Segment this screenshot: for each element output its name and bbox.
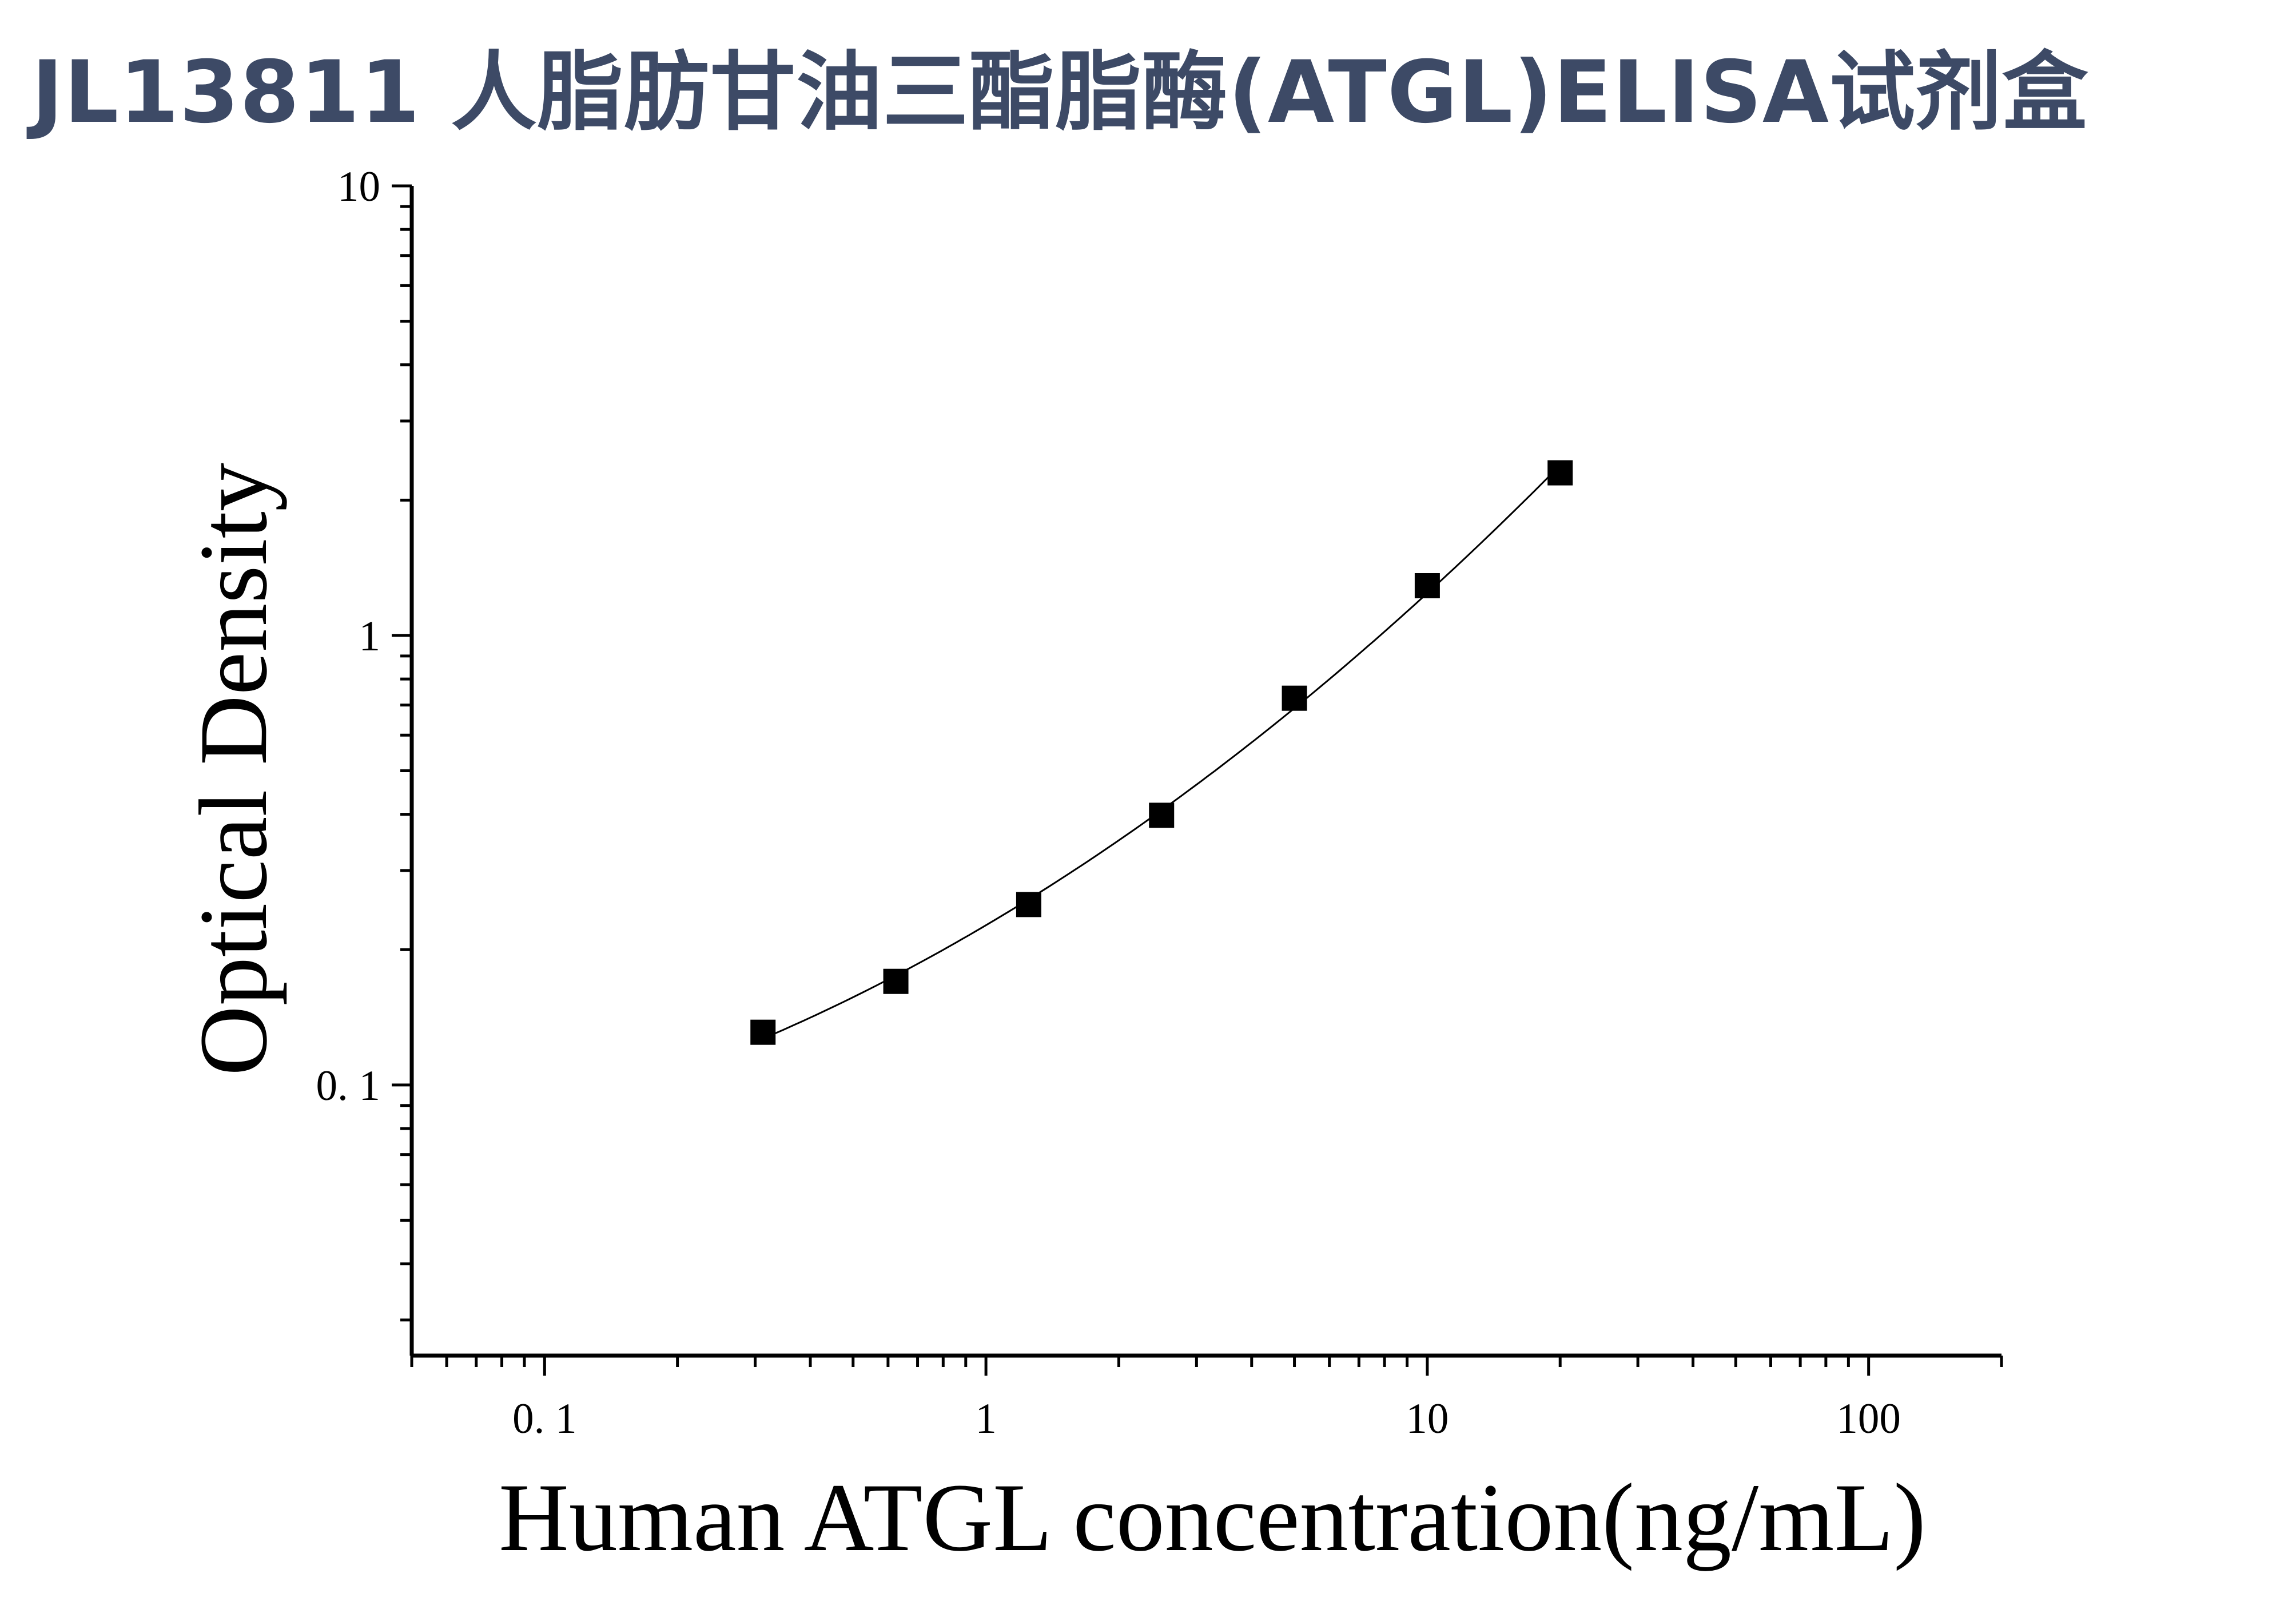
fit-curve-layer <box>762 464 1561 1040</box>
x-tick-label: 10 <box>1406 1395 1449 1443</box>
x-tick-label: 0. 1 <box>512 1395 577 1443</box>
data-point-marker <box>1149 802 1175 828</box>
x-tick-label: 1 <box>975 1395 997 1443</box>
x-tick-label: 100 <box>1836 1395 1901 1443</box>
fit-curve <box>762 464 1561 1040</box>
y-tick-label: 0. 1 <box>316 1062 381 1110</box>
chart-axes <box>409 186 2001 1358</box>
y-tick-label: 1 <box>359 613 381 660</box>
x-axis-title: Human ATGL concentration(ng/mL) <box>499 1464 1926 1571</box>
chart-ticks: 0. 1 1 10 100 0. 1 1 10 <box>316 163 2003 1443</box>
page-title: JL13811 人脂肪甘油三酯脂酶(ATGL)ELISA试剂盒 <box>31 43 2089 142</box>
y-tick-label: 10 <box>337 163 380 210</box>
data-point-marker <box>750 1019 776 1045</box>
data-point-marker <box>1414 573 1440 599</box>
y-axis-title: Optical Density <box>180 463 287 1076</box>
data-point-marker <box>883 968 909 994</box>
data-point-marker <box>1547 460 1573 486</box>
data-point-marker <box>1282 685 1307 711</box>
data-point-marker <box>1016 892 1041 917</box>
data-points <box>750 460 1573 1045</box>
